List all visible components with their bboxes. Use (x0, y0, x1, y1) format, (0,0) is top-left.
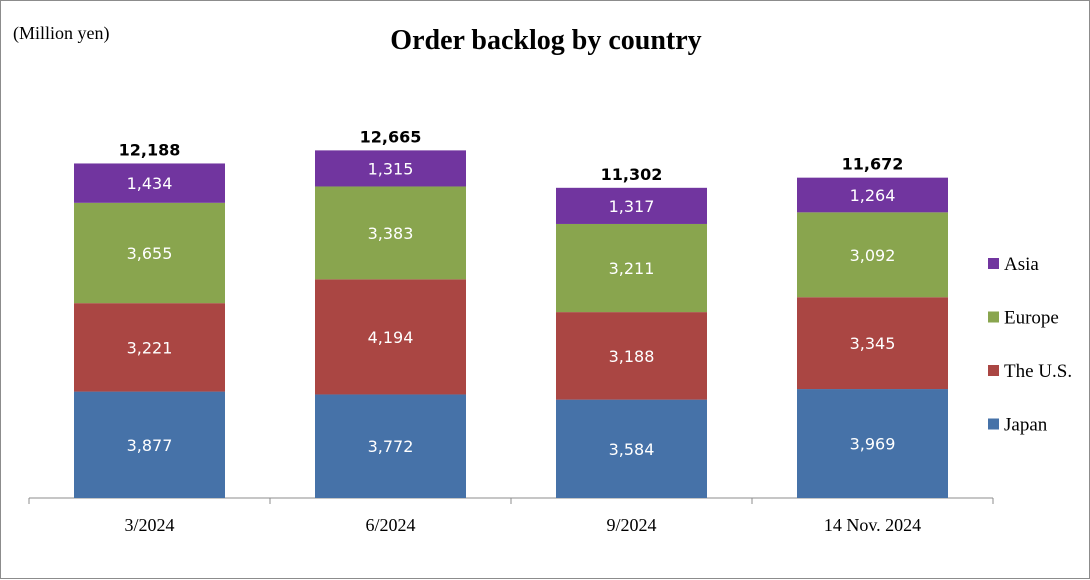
bar-segment-europe (74, 202, 225, 304)
category-label: 6/2024 (365, 515, 415, 535)
bar-segment-japan (556, 399, 707, 498)
total-label: 12,665 (360, 127, 422, 146)
legend-label-europe: Europe (1004, 308, 1059, 329)
data-label-japan: 3,969 (850, 435, 896, 454)
data-label-japan: 3,584 (609, 440, 655, 459)
data-label-asia: 1,434 (127, 174, 173, 193)
data-label-the-u-s: 4,194 (368, 328, 414, 347)
bar-segment-japan (315, 394, 466, 498)
legend: Asia Europe The U.S. Japan (988, 254, 1072, 436)
unit-label: (Million yen) (13, 23, 110, 44)
category-label: 9/2024 (606, 515, 656, 535)
total-label: 11,672 (842, 155, 904, 174)
data-label-the-u-s: 3,345 (850, 334, 896, 353)
bar-segment-europe (797, 212, 948, 298)
legend-label-the-u-s: The U.S. (1004, 361, 1072, 382)
data-label-asia: 1,317 (609, 197, 655, 216)
data-label-europe: 3,092 (850, 246, 896, 265)
bar-segment-japan (797, 389, 948, 498)
data-label-europe: 3,211 (609, 259, 655, 278)
legend-swatch-the-u-s (988, 365, 999, 376)
bar-segment-asia (797, 177, 948, 213)
bar-segment-the-u-s (74, 303, 225, 392)
data-label-europe: 3,655 (127, 244, 173, 263)
legend-swatch-asia (988, 258, 999, 269)
bar-segment-asia (315, 150, 466, 187)
legend-label-japan: Japan (1004, 415, 1048, 436)
bar-segment-asia (74, 163, 225, 203)
total-label: 12,188 (119, 140, 181, 159)
bar-segment-the-u-s (315, 279, 466, 395)
bars: 3,877 3,221 3,655 1,434 12,188 3,772 4,194 3,38… (74, 127, 948, 498)
total-label: 11,302 (601, 165, 663, 184)
category-label: 14 Nov. 2024 (824, 515, 921, 535)
data-label-asia: 1,264 (850, 186, 896, 205)
data-label-asia: 1,315 (368, 159, 414, 178)
bar-segment-the-u-s (797, 297, 948, 390)
data-label-the-u-s: 3,188 (609, 347, 655, 366)
data-label-japan: 3,772 (368, 437, 414, 456)
bar-segment-japan (74, 391, 225, 498)
legend-swatch-japan (988, 418, 999, 430)
data-label-europe: 3,383 (368, 224, 414, 243)
category-label: 3/2024 (124, 515, 174, 535)
legend-label-asia: Asia (1004, 254, 1039, 275)
chart-title: Order backlog by country (390, 25, 701, 56)
data-label-the-u-s: 3,221 (127, 338, 173, 357)
x-axis: 3/2024 6/2024 9/2024 14 Nov. 2024 (28, 497, 994, 535)
bar-segment-asia (556, 187, 707, 224)
data-label-japan: 3,877 (127, 436, 173, 455)
bar-segment-the-u-s (556, 312, 707, 400)
bar-segment-europe (315, 186, 466, 280)
legend-swatch-europe (988, 311, 999, 323)
bar-segment-europe (556, 223, 707, 313)
